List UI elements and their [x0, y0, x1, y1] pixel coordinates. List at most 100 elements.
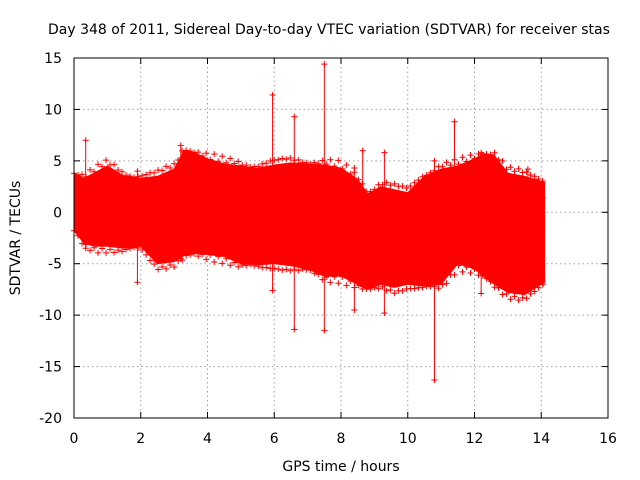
data-point: [99, 245, 106, 252]
data-point: [311, 159, 318, 166]
data-point: [243, 162, 250, 169]
data-point: [171, 264, 178, 271]
data-point: [479, 272, 486, 279]
data-point: [227, 262, 234, 269]
data-point: [107, 246, 114, 253]
data-point: [295, 156, 302, 163]
axis-ticks: 0 2 4 6 8 10 12 14 16 -20 -15 -10 -5 0 5 10 15: [39, 51, 617, 447]
data-point: [139, 247, 146, 254]
data-point: [115, 247, 122, 254]
data-point: [339, 273, 346, 280]
data-point: [295, 267, 302, 274]
data-point: [471, 265, 478, 272]
data-point: [519, 294, 526, 301]
data-point: [87, 166, 94, 173]
data-point: [235, 158, 242, 165]
data-point: [143, 251, 150, 258]
data-point: [95, 161, 102, 168]
data-point: [187, 251, 194, 258]
data-point: [483, 151, 490, 158]
data-point: [275, 156, 282, 163]
data-point: [299, 266, 306, 273]
data-point: [255, 163, 262, 170]
data-point: [491, 149, 498, 156]
data-point: [79, 240, 86, 247]
spike-point: [539, 194, 546, 201]
data-point: [143, 171, 150, 178]
data-point: [327, 279, 334, 286]
data-point: [195, 149, 202, 156]
data-point: [519, 169, 526, 176]
data-point: [331, 273, 338, 280]
data-point: [487, 151, 494, 158]
data-point: [219, 153, 226, 160]
data-point: [367, 286, 374, 293]
data-point: [503, 166, 510, 173]
data-point: [123, 172, 130, 179]
data-point: [483, 275, 490, 282]
data-point: [163, 265, 170, 272]
y-tick-label: 5: [53, 154, 62, 170]
data-point: [375, 285, 382, 292]
spike-point: [82, 245, 89, 252]
y-tick-label: -15: [39, 360, 62, 376]
spike-point: [539, 281, 546, 288]
data-point: [223, 255, 230, 262]
data-point: [531, 288, 538, 295]
data-point: [95, 249, 102, 256]
data-point: [463, 264, 470, 271]
data-point: [387, 286, 394, 293]
data-point: [355, 176, 362, 183]
data-point: [119, 168, 126, 175]
data-point: [531, 173, 538, 180]
data-point: [527, 172, 534, 179]
data-point: [263, 160, 270, 167]
spike-point: [451, 255, 458, 262]
data-point: [439, 163, 446, 170]
data-point: [199, 153, 206, 160]
data-point: [467, 152, 474, 159]
data-series: [71, 61, 546, 383]
data-point: [475, 150, 482, 157]
data-point: [127, 245, 134, 252]
data-point: [211, 151, 218, 158]
spike-point: [478, 149, 485, 156]
data-point: [523, 295, 530, 302]
data-point: [499, 291, 506, 298]
chart-title: Day 348 of 2011, Sidereal Day-to-day VTE…: [48, 22, 610, 38]
data-point: [99, 163, 106, 170]
data-point: [495, 156, 502, 163]
data-point: [115, 167, 122, 174]
x-tick-label: 14: [532, 431, 550, 447]
spike-point: [134, 168, 141, 175]
data-point: [411, 285, 418, 292]
data-point: [343, 162, 350, 169]
data-point: [131, 244, 138, 251]
spike-point: [451, 118, 458, 125]
data-point: [203, 256, 210, 263]
data-point: [507, 164, 514, 171]
data-point: [315, 160, 322, 167]
spike-point: [431, 376, 438, 383]
data-point: [539, 178, 546, 185]
spike-point: [524, 166, 531, 173]
data-point: [523, 168, 530, 175]
data-point: [183, 147, 190, 154]
data-point: [367, 188, 374, 195]
spike-point: [351, 165, 358, 172]
y-tick-label: 0: [53, 205, 62, 221]
data-point: [275, 266, 282, 273]
y-tick-label: 15: [44, 51, 62, 67]
data-point: [191, 250, 198, 257]
spike-point: [351, 307, 358, 313]
spike-point: [291, 113, 298, 120]
data-point: [247, 164, 254, 171]
data-point: [127, 173, 134, 180]
data-point: [247, 261, 254, 268]
data-point: [263, 264, 270, 271]
data-point: [487, 278, 494, 285]
spike-point: [431, 157, 438, 164]
data-point: [355, 282, 362, 289]
data-point: [491, 284, 498, 291]
